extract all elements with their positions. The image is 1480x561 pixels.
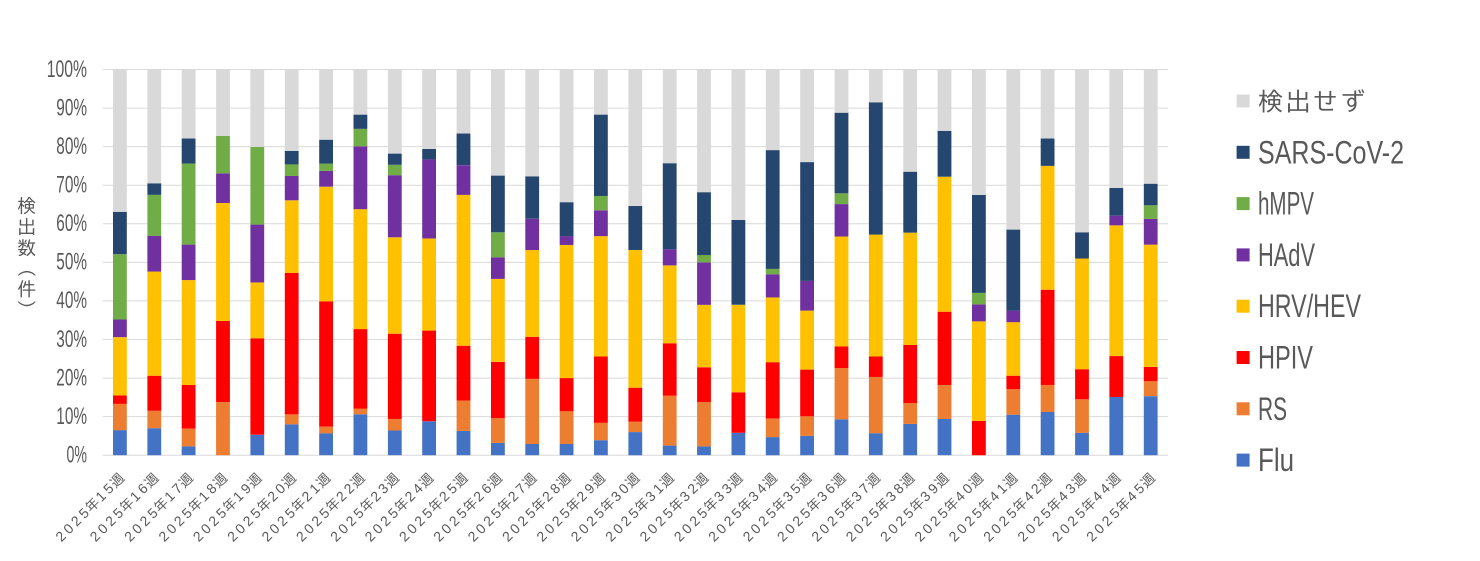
svg-text:70%: 70% [56,172,87,199]
svg-text:100%: 100% [47,56,87,83]
svg-text:40%: 40% [56,287,87,314]
svg-text:60%: 60% [56,210,87,237]
svg-text:30%: 30% [56,326,87,353]
svg-text:50%: 50% [56,249,87,276]
svg-text:0%: 0% [67,442,88,469]
svg-text:HPIV: HPIV [1258,340,1313,376]
svg-text:RS: RS [1258,391,1287,427]
svg-text:10%: 10% [56,403,87,430]
svg-text:90%: 90% [56,94,87,121]
svg-text:20%: 20% [56,364,87,391]
svg-text:HRV/HEV: HRV/HEV [1258,288,1361,324]
svg-text:Flu: Flu [1258,442,1294,478]
svg-text:SARS-CoV-2: SARS-CoV-2 [1258,134,1404,170]
svg-text:80%: 80% [56,133,87,160]
svg-text:HAdV: HAdV [1258,237,1315,273]
svg-text:hMPV: hMPV [1258,186,1314,222]
